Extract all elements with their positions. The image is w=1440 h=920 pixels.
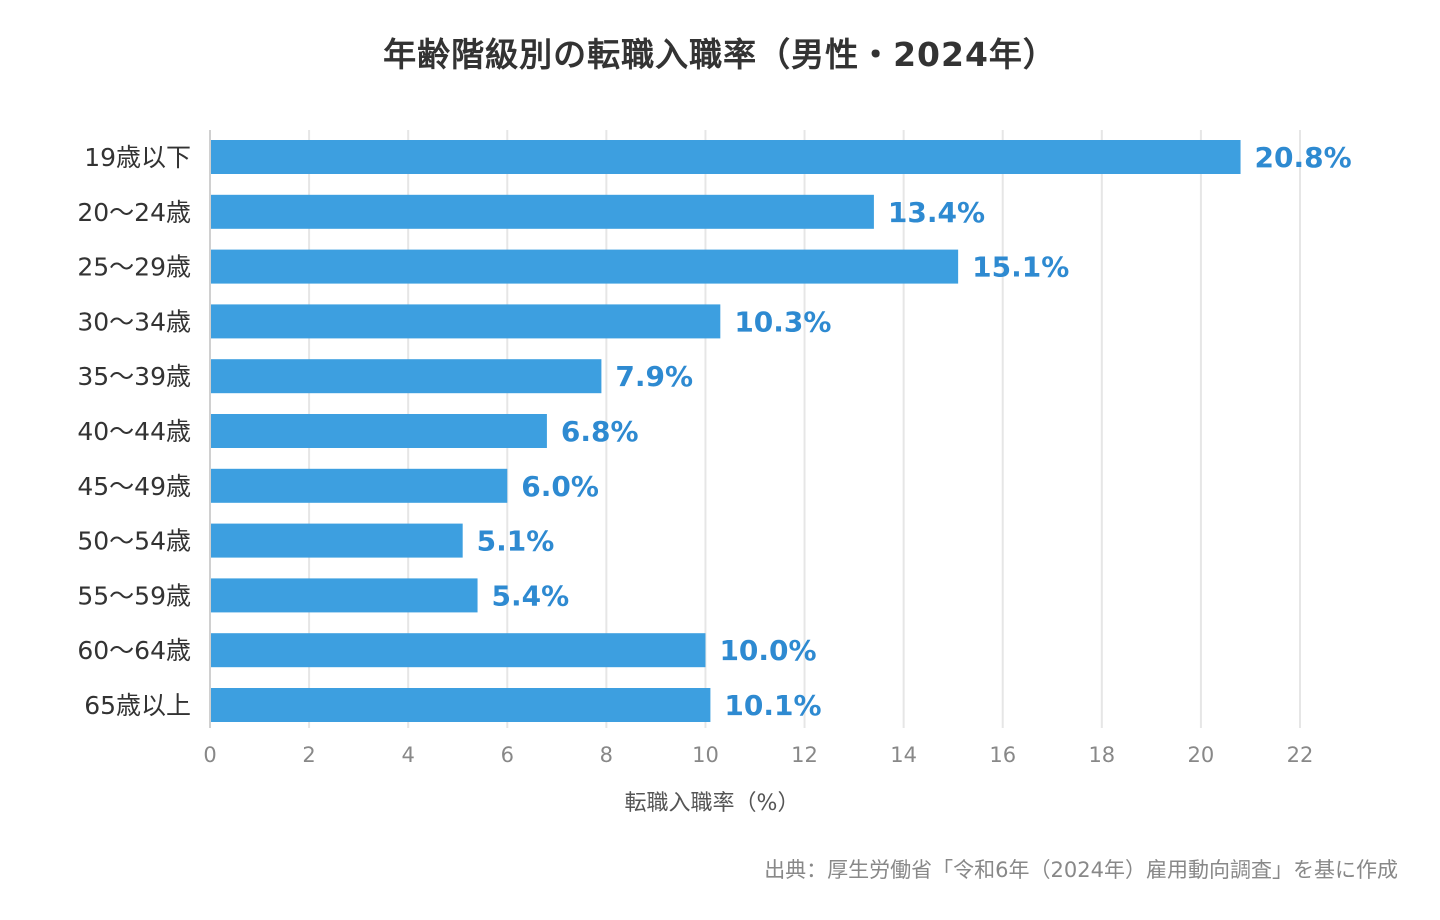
x-tick-label: 18	[1088, 743, 1115, 767]
data-labels: 20.8% 13.4% 15.1% 10.3% 7.9% 6.8% 6.0% 5.1% 5.4%…	[477, 141, 1352, 722]
bar	[211, 304, 721, 339]
data-label: 20.8%	[1255, 141, 1352, 174]
category-label: 55〜59歳	[77, 581, 191, 610]
bar	[211, 523, 463, 558]
x-tick-label: 0	[203, 743, 216, 767]
bar	[211, 194, 874, 229]
bar	[211, 633, 706, 668]
bar	[211, 578, 478, 613]
x-tick-label: 4	[401, 743, 414, 767]
category-label: 35〜39歳	[77, 362, 191, 391]
category-label: 65歳以上	[84, 691, 191, 720]
x-tick-label: 6	[501, 743, 514, 767]
x-tick-label: 14	[890, 743, 917, 767]
x-tick-label: 8	[600, 743, 613, 767]
category-label: 40〜44歳	[77, 417, 191, 446]
category-label: 19歳以下	[84, 143, 191, 172]
category-label: 45〜49歳	[77, 472, 191, 501]
data-label: 10.1%	[724, 689, 821, 722]
data-label: 13.4%	[888, 196, 985, 229]
x-tick-label: 12	[791, 743, 818, 767]
source-note: 出典：厚生労働省「令和6年（2024年）雇用動向調査」を基に作成	[764, 858, 1398, 882]
category-label: 50〜54歳	[77, 527, 191, 556]
x-tick-label: 2	[302, 743, 315, 767]
data-label: 6.8%	[561, 415, 639, 448]
data-label: 10.0%	[719, 634, 816, 667]
chart-title: 年齢階級別の転職入職率（男性・2024年）	[383, 35, 1057, 74]
x-tick-label: 16	[989, 743, 1016, 767]
data-label: 10.3%	[734, 305, 831, 338]
bar	[211, 468, 508, 503]
bar	[211, 359, 602, 394]
bar	[211, 140, 1241, 174]
data-label: 5.1%	[477, 525, 555, 558]
data-label: 7.9%	[615, 360, 693, 393]
category-label: 25〜29歳	[77, 253, 191, 282]
bars	[211, 140, 1241, 722]
x-tick-label: 22	[1287, 743, 1314, 767]
x-tick-label: 20	[1188, 743, 1215, 767]
data-label: 6.0%	[521, 470, 599, 503]
category-labels: 19歳以下 20〜24歳 25〜29歳 30〜34歳 35〜39歳 40〜44歳 45〜49…	[77, 143, 191, 720]
category-label: 60〜64歳	[77, 636, 191, 665]
data-label: 5.4%	[492, 579, 570, 612]
category-label: 20〜24歳	[77, 198, 191, 227]
bar	[211, 688, 711, 722]
category-label: 30〜34歳	[77, 307, 191, 336]
bar	[211, 414, 547, 448]
data-label: 15.1%	[972, 251, 1069, 284]
tick-labels: 0 2 4 6 8 10 12 14 16 18 20 22	[203, 743, 1313, 767]
x-axis-title: 転職入職率（%）	[625, 791, 800, 816]
bar	[211, 249, 959, 284]
x-tick-label: 10	[692, 743, 719, 767]
